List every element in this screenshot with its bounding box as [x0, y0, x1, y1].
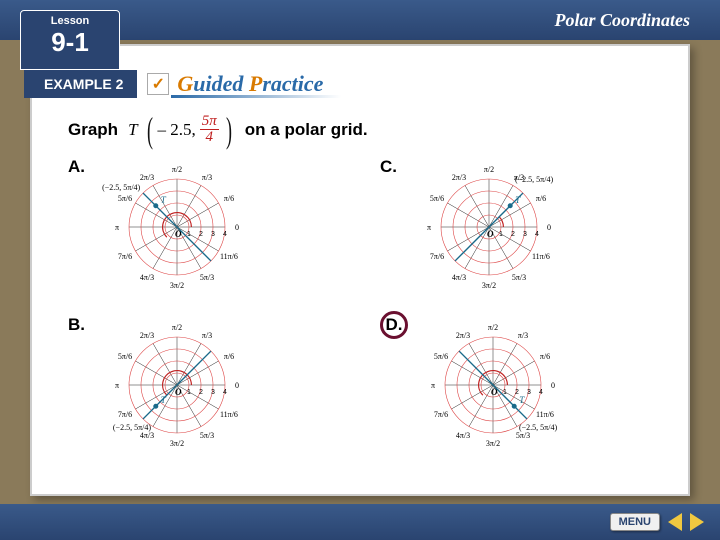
option-d[interactable]: D. 0π/6π/3π/22π/35π/6π7π/64π/33π/25π/311…	[380, 315, 652, 465]
svg-text:7π/6: 7π/6	[118, 410, 132, 419]
option-c-label: C.	[380, 157, 404, 177]
option-d-label: D.	[380, 311, 408, 339]
option-a[interactable]: A. 0 π/6 π/3 π/2 2π/3 5π/6 π 7π/6 4π/3 3π/2 5π/3 11…	[68, 157, 340, 307]
svg-text:3: 3	[211, 389, 215, 396]
svg-text:0: 0	[235, 223, 239, 232]
svg-text:π/3: π/3	[518, 331, 528, 340]
lesson-number: 9-1	[21, 27, 119, 58]
svg-text:π: π	[427, 223, 431, 232]
svg-text:(−2.5, 5π/4): (−2.5, 5π/4)	[113, 423, 151, 432]
svg-text:7π/6: 7π/6	[118, 252, 132, 261]
menu-button[interactable]: MENU	[610, 513, 660, 531]
svg-text:0: 0	[551, 381, 555, 390]
bottom-nav: MENU	[0, 504, 720, 540]
svg-text:π/2: π/2	[172, 323, 182, 332]
svg-text:4: 4	[223, 231, 227, 238]
svg-text:4: 4	[535, 231, 539, 238]
svg-text:(−2.5, 5π/4): (−2.5, 5π/4)	[515, 175, 553, 184]
option-b-label: B.	[68, 315, 92, 335]
svg-text:0: 0	[547, 223, 551, 232]
svg-text:1: 1	[499, 231, 503, 238]
page-topic: Polar Coordinates	[554, 10, 690, 31]
polar-graph-c: 0π/6π/3π/22π/35π/6π7π/64π/33π/25π/311π/6…	[414, 157, 564, 307]
svg-text:5π/3: 5π/3	[200, 273, 214, 282]
guided-practice-title: Guided Practice	[169, 71, 341, 98]
svg-text:4: 4	[223, 389, 227, 396]
svg-text:7π/6: 7π/6	[434, 410, 448, 419]
option-c[interactable]: C. 0π/6π/3π/22π/35π/6π7π/64π/33π/25π/311…	[380, 157, 652, 307]
svg-text:π: π	[431, 381, 435, 390]
svg-text:4π/3: 4π/3	[456, 431, 470, 440]
option-a-label: A.	[68, 157, 92, 177]
svg-text:5π/6: 5π/6	[118, 194, 132, 203]
svg-text:4π/3: 4π/3	[140, 273, 154, 282]
svg-text:5π/6: 5π/6	[430, 194, 444, 203]
svg-text:2: 2	[199, 389, 203, 396]
polar-graph-b: 0 π/6 π/3 π/2 2π/3 5π/6 π 7π/6 4π/3 3π/2 5π/3 11π/6…	[102, 315, 252, 465]
svg-text:7π/6: 7π/6	[430, 252, 444, 261]
options-grid: A. 0π/6π/3π/22π/35π/6π7π/64π/33π/25π/311…	[68, 157, 652, 465]
svg-text:5π/3: 5π/3	[516, 431, 530, 440]
svg-text:π: π	[115, 223, 119, 232]
svg-text:3: 3	[527, 389, 531, 396]
lesson-badge: Lesson 9-1	[20, 10, 120, 70]
svg-text:2π/3: 2π/3	[140, 173, 154, 182]
svg-text:π/6: π/6	[540, 352, 550, 361]
polar-graph-a: 0 π/6 π/3 π/2 2π/3 5π/6 π 7π/6 4π/3 3π/2 5π/3 11π/6…	[102, 157, 252, 307]
svg-text:11π/6: 11π/6	[532, 252, 550, 261]
svg-text:2: 2	[511, 231, 515, 238]
svg-text:5π/3: 5π/3	[512, 273, 526, 282]
checkmark-icon: ✓	[147, 73, 169, 95]
svg-text:3π/2: 3π/2	[170, 439, 184, 448]
svg-text:π/2: π/2	[484, 165, 494, 174]
svg-text:2π/3: 2π/3	[452, 173, 466, 182]
svg-text:π: π	[115, 381, 119, 390]
svg-text:2π/3: 2π/3	[456, 331, 470, 340]
lesson-label: Lesson	[21, 15, 119, 27]
question-text: Graph T ( – 2.5, 5π 4 ) on a polar grid.	[68, 114, 652, 145]
svg-text:2: 2	[199, 231, 203, 238]
content-body: Graph T ( – 2.5, 5π 4 ) on a polar grid.…	[30, 44, 690, 485]
example-bar: EXAMPLE 2 ✓ Guided Practice	[24, 70, 404, 98]
svg-text:0: 0	[235, 381, 239, 390]
svg-text:π/6: π/6	[224, 352, 234, 361]
svg-text:5π/3: 5π/3	[200, 431, 214, 440]
svg-text:π/2: π/2	[488, 323, 498, 332]
svg-text:(−2.5, 5π/4): (−2.5, 5π/4)	[519, 423, 557, 432]
svg-text:5π/6: 5π/6	[118, 352, 132, 361]
svg-text:O: O	[175, 387, 182, 397]
example-label: EXAMPLE 2	[24, 70, 137, 98]
svg-text:3π/2: 3π/2	[482, 281, 496, 290]
svg-text:11π/6: 11π/6	[536, 410, 554, 419]
polar-graph-d: 0 π/6 π/3 π/2 2π/3 5π/6 π 7π/6 4π/3 3π/2 5π/3 11π/6…	[418, 315, 568, 465]
svg-text:4: 4	[539, 389, 543, 396]
svg-text:T: T	[519, 395, 525, 405]
point-expression: T ( – 2.5, 5π 4 )	[128, 114, 235, 145]
prev-arrow-icon[interactable]	[668, 513, 682, 531]
svg-text:(−2.5, 5π/4): (−2.5, 5π/4)	[102, 183, 140, 192]
svg-text:π/6: π/6	[224, 194, 234, 203]
svg-text:π/6: π/6	[536, 194, 546, 203]
svg-text:π/3: π/3	[202, 331, 212, 340]
option-b[interactable]: B. 0π/6π/3π/22π/35π/6π7π/64π/33π/25π/311…	[68, 315, 340, 465]
svg-text:O: O	[487, 229, 494, 239]
content-frame: EXAMPLE 2 ✓ Guided Practice Graph T ( – …	[30, 44, 690, 496]
svg-text:3π/2: 3π/2	[486, 439, 500, 448]
svg-text:3: 3	[523, 231, 527, 238]
svg-text:4π/3: 4π/3	[452, 273, 466, 282]
svg-text:3π/2: 3π/2	[170, 281, 184, 290]
svg-text:4π/3: 4π/3	[140, 431, 154, 440]
svg-text:11π/6: 11π/6	[220, 252, 238, 261]
svg-text:1: 1	[187, 389, 191, 396]
svg-text:3: 3	[211, 231, 215, 238]
svg-text:π/2: π/2	[172, 165, 182, 174]
next-arrow-icon[interactable]	[690, 513, 704, 531]
svg-text:π/3: π/3	[202, 173, 212, 182]
svg-text:T: T	[161, 195, 167, 205]
svg-text:2π/3: 2π/3	[140, 331, 154, 340]
svg-text:11π/6: 11π/6	[220, 410, 238, 419]
svg-text:5π/6: 5π/6	[434, 352, 448, 361]
